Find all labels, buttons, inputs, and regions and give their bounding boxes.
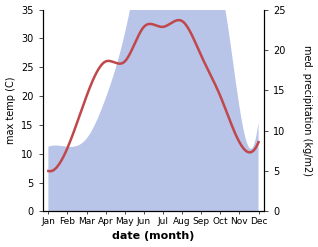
Y-axis label: med. precipitation (kg/m2): med. precipitation (kg/m2) bbox=[302, 45, 313, 176]
X-axis label: date (month): date (month) bbox=[112, 231, 195, 242]
Y-axis label: max temp (C): max temp (C) bbox=[5, 77, 16, 144]
